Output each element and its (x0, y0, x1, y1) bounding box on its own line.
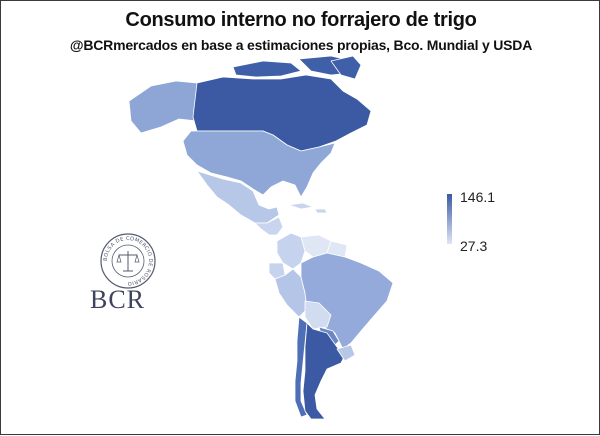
region-mexico (196, 170, 280, 224)
region-alaska (128, 80, 198, 134)
map-title: Consumo interno no forrajero de trigo (125, 9, 477, 31)
region-canada-arctic (232, 60, 302, 78)
region-united-states (182, 130, 336, 198)
legend-max-label: 146.1 (460, 189, 496, 205)
legend-min-label: 27.3 (460, 238, 488, 254)
region-central-america (254, 216, 284, 236)
map-subtitle: @BCRmercados en base a estimaciones prop… (69, 37, 533, 53)
region-cuba (288, 202, 314, 210)
bcr-seal-logo: BOLSA DE COMERCIO DE ROSARIO (100, 233, 156, 289)
region-greenland (330, 55, 362, 80)
legend-gradient-bar (447, 194, 452, 244)
region-bolivia (304, 300, 332, 330)
bcr-wordmark: BCR (90, 285, 146, 314)
region-uruguay (336, 344, 356, 362)
region-argentina (302, 322, 346, 420)
region-hispaniola (314, 208, 328, 214)
